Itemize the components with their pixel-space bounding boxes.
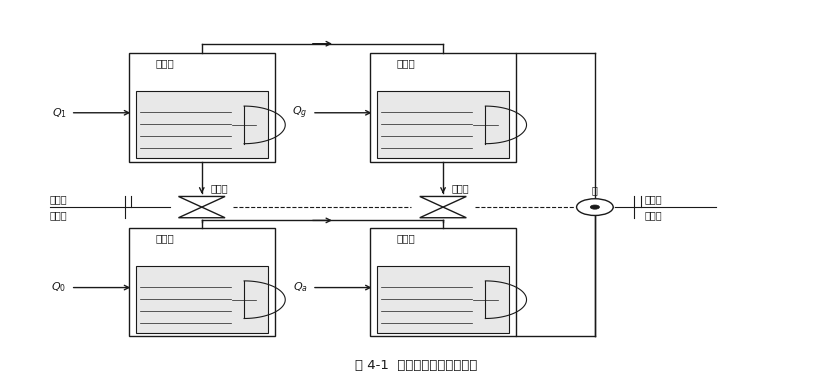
Bar: [377, 266, 509, 333]
Text: 节流阀: 节流阀: [210, 184, 228, 193]
Polygon shape: [419, 196, 466, 207]
Bar: [377, 91, 509, 158]
Text: $Q_1$: $Q_1$: [52, 106, 67, 120]
Circle shape: [591, 205, 599, 209]
Text: 冷凝器: 冷凝器: [156, 58, 174, 68]
Text: 吸收器: 吸收器: [397, 233, 415, 243]
Bar: [370, 228, 516, 336]
Text: 节流阀: 节流阀: [452, 184, 469, 193]
Text: $Q_a$: $Q_a$: [293, 281, 308, 294]
Polygon shape: [419, 207, 466, 218]
Text: 蒸发器: 蒸发器: [156, 233, 174, 243]
Polygon shape: [179, 207, 225, 218]
Text: 泵: 泵: [592, 185, 598, 195]
Text: 高压侧: 高压侧: [50, 194, 67, 204]
Bar: [370, 53, 516, 162]
Text: $Q_0$: $Q_0$: [52, 281, 67, 294]
Text: 高压侧: 高压侧: [645, 194, 662, 204]
Polygon shape: [179, 196, 225, 207]
Bar: [129, 53, 275, 162]
Text: $Q_g$: $Q_g$: [293, 105, 308, 121]
Text: 低压侧: 低压侧: [50, 210, 67, 220]
Circle shape: [577, 199, 613, 215]
Bar: [129, 228, 275, 336]
Bar: [136, 91, 268, 158]
Text: 低压侧: 低压侧: [645, 210, 662, 220]
Text: 发生器: 发生器: [397, 58, 415, 68]
Bar: [136, 266, 268, 333]
Text: 图 4-1  吸收式制冷的基本循环: 图 4-1 吸收式制冷的基本循环: [354, 359, 478, 372]
